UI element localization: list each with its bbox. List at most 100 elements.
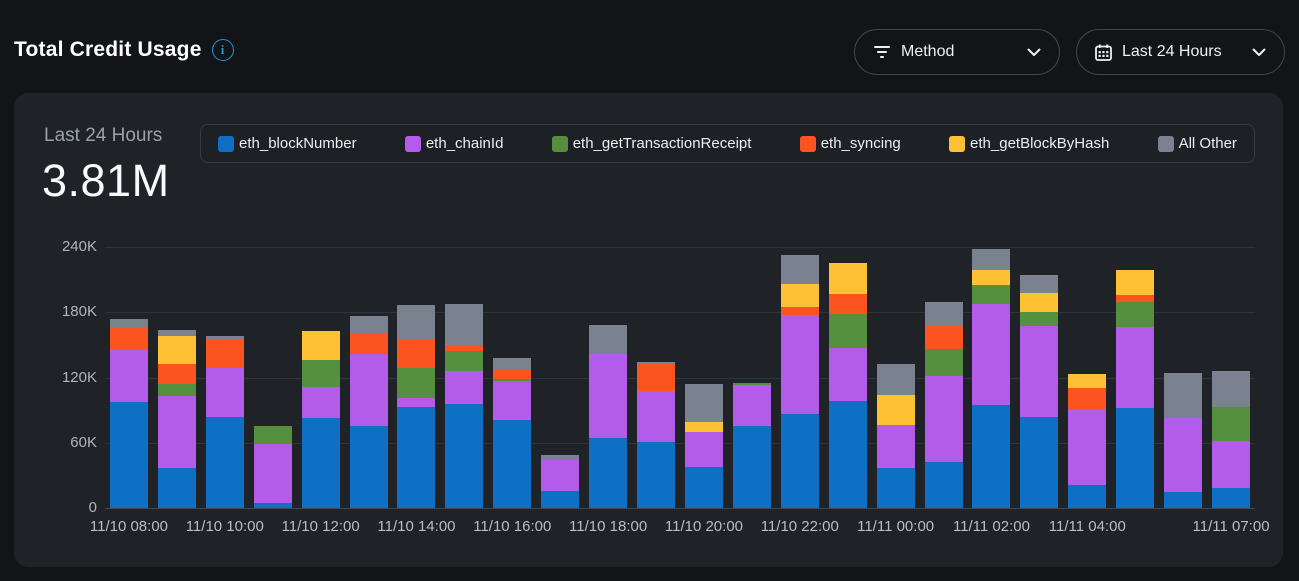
- bar-stack-13[interactable]: [732, 382, 771, 508]
- bar-segment-eth_blocknumber[interactable]: [253, 502, 292, 508]
- bar-segment-eth_chainid[interactable]: [1212, 440, 1251, 489]
- bar-segment-eth_gettransactionreceipt[interactable]: [924, 349, 963, 377]
- bar-segment-eth_blocknumber[interactable]: [876, 467, 915, 508]
- bar-stack-6[interactable]: [397, 304, 436, 508]
- bar-segment-eth_chainid[interactable]: [684, 431, 723, 467]
- bar-segment-eth_chainid[interactable]: [732, 385, 771, 427]
- bar-segment-eth_gettransactionreceipt[interactable]: [732, 382, 771, 386]
- bar-segment-all-other[interactable]: [924, 302, 963, 327]
- bar-segment-all-other[interactable]: [589, 325, 628, 354]
- bar-stack-14[interactable]: [780, 254, 819, 508]
- bar-stack-3[interactable]: [253, 426, 292, 508]
- bar-segment-eth_syncing[interactable]: [445, 345, 484, 352]
- bar-segment-eth_blocknumber[interactable]: [780, 414, 819, 508]
- bar-segment-eth_gettransactionreceipt[interactable]: [972, 285, 1011, 304]
- bar-segment-eth_getblockbyhash[interactable]: [780, 283, 819, 307]
- bar-segment-eth_chainid[interactable]: [301, 387, 340, 418]
- bar-segment-eth_blocknumber[interactable]: [828, 401, 867, 508]
- bar-segment-eth_blocknumber[interactable]: [445, 403, 484, 508]
- method-filter-dropdown[interactable]: Method: [854, 29, 1060, 75]
- bar-segment-eth_blocknumber[interactable]: [1020, 416, 1059, 508]
- bar-segment-all-other[interactable]: [1020, 275, 1059, 293]
- bar-segment-eth_getblockbyhash[interactable]: [684, 422, 723, 432]
- bar-segment-all-other[interactable]: [349, 315, 388, 333]
- bar-segment-eth_gettransactionreceipt[interactable]: [1116, 302, 1155, 328]
- legend-item-eth_chainid[interactable]: eth_chainId: [404, 135, 503, 152]
- bar-segment-eth_chainid[interactable]: [972, 303, 1011, 405]
- bar-segment-all-other[interactable]: [445, 303, 484, 346]
- bar-segment-eth_gettransactionreceipt[interactable]: [397, 367, 436, 399]
- legend-item-eth_gettransactionreceipt[interactable]: eth_getTransactionReceipt: [551, 135, 751, 152]
- bar-segment-eth_chainid[interactable]: [109, 350, 148, 403]
- bar-segment-all-other[interactable]: [1164, 373, 1203, 418]
- bar-segment-eth_blocknumber[interactable]: [1164, 491, 1203, 508]
- bar-segment-eth_blocknumber[interactable]: [589, 438, 628, 508]
- bar-segment-eth_chainid[interactable]: [397, 398, 436, 407]
- info-icon[interactable]: i: [211, 39, 234, 61]
- bar-segment-eth_blocknumber[interactable]: [732, 426, 771, 508]
- bar-segment-eth_syncing[interactable]: [157, 364, 196, 384]
- bar-segment-eth_gettransactionreceipt[interactable]: [828, 314, 867, 349]
- bar-stack-0[interactable]: [109, 318, 148, 508]
- bar-segment-eth_chainid[interactable]: [589, 353, 628, 439]
- bar-segment-eth_blocknumber[interactable]: [684, 466, 723, 508]
- bar-segment-eth_chainid[interactable]: [828, 348, 867, 402]
- bar-segment-eth_chainid[interactable]: [1020, 326, 1059, 417]
- bar-stack-4[interactable]: [301, 330, 340, 508]
- bar-segment-eth_chainid[interactable]: [493, 380, 532, 420]
- bar-stack-2[interactable]: [205, 336, 244, 508]
- bar-segment-eth_getblockbyhash[interactable]: [1116, 269, 1155, 295]
- bar-segment-eth_gettransactionreceipt[interactable]: [301, 360, 340, 388]
- bar-segment-eth_syncing[interactable]: [205, 339, 244, 368]
- bar-segment-all-other[interactable]: [205, 336, 244, 340]
- bar-segment-eth_gettransactionreceipt[interactable]: [493, 378, 532, 381]
- bar-segment-eth_gettransactionreceipt[interactable]: [1212, 406, 1251, 441]
- bar-segment-eth_blocknumber[interactable]: [972, 404, 1011, 508]
- bar-segment-eth_gettransactionreceipt[interactable]: [157, 383, 196, 396]
- bar-segment-eth_syncing[interactable]: [1068, 388, 1107, 410]
- bar-segment-eth_syncing[interactable]: [924, 326, 963, 350]
- bar-segment-eth_blocknumber[interactable]: [493, 419, 532, 508]
- bar-segment-eth_blocknumber[interactable]: [1212, 488, 1251, 508]
- bar-stack-16[interactable]: [876, 364, 915, 508]
- bar-segment-all-other[interactable]: [637, 362, 676, 365]
- legend-item-eth_getblockbyhash[interactable]: eth_getBlockByHash: [949, 135, 1109, 152]
- bar-segment-eth_blocknumber[interactable]: [1116, 407, 1155, 508]
- bar-segment-all-other[interactable]: [397, 304, 436, 340]
- bar-stack-5[interactable]: [349, 315, 388, 508]
- bar-stack-8[interactable]: [493, 357, 532, 508]
- bar-segment-eth_chainid[interactable]: [876, 425, 915, 468]
- bar-segment-eth_blocknumber[interactable]: [157, 467, 196, 508]
- bar-segment-eth_chainid[interactable]: [780, 315, 819, 415]
- bar-segment-eth_chainid[interactable]: [924, 376, 963, 463]
- bar-segment-eth_getblockbyhash[interactable]: [157, 336, 196, 365]
- bar-segment-eth_chainid[interactable]: [349, 353, 388, 427]
- bar-segment-eth_chainid[interactable]: [445, 370, 484, 404]
- bar-segment-eth_getblockbyhash[interactable]: [301, 330, 340, 361]
- bar-segment-all-other[interactable]: [972, 249, 1011, 270]
- bar-segment-eth_getblockbyhash[interactable]: [1020, 292, 1059, 313]
- bar-stack-7[interactable]: [445, 303, 484, 508]
- bar-segment-eth_getblockbyhash[interactable]: [876, 394, 915, 426]
- bar-stack-21[interactable]: [1116, 269, 1155, 508]
- bar-segment-eth_chainid[interactable]: [1116, 327, 1155, 408]
- bar-segment-all-other[interactable]: [157, 329, 196, 337]
- bar-stack-23[interactable]: [1212, 370, 1251, 508]
- bar-segment-eth_gettransactionreceipt[interactable]: [1020, 312, 1059, 327]
- bar-segment-all-other[interactable]: [493, 357, 532, 370]
- bar-stack-11[interactable]: [637, 362, 676, 508]
- bar-segment-eth_blocknumber[interactable]: [924, 462, 963, 508]
- bar-segment-eth_blocknumber[interactable]: [349, 426, 388, 508]
- bar-segment-eth_blocknumber[interactable]: [637, 441, 676, 508]
- legend-item-eth_syncing[interactable]: eth_syncing: [799, 135, 901, 152]
- bar-segment-all-other[interactable]: [541, 454, 580, 461]
- bar-segment-eth_chainid[interactable]: [157, 395, 196, 468]
- bar-segment-eth_getblockbyhash[interactable]: [828, 263, 867, 294]
- bar-segment-eth_syncing[interactable]: [828, 293, 867, 315]
- bar-segment-eth_chainid[interactable]: [637, 390, 676, 442]
- bar-segment-eth_blocknumber[interactable]: [205, 416, 244, 508]
- bar-segment-eth_syncing[interactable]: [493, 369, 532, 379]
- bar-segment-all-other[interactable]: [1212, 370, 1251, 407]
- bar-stack-1[interactable]: [157, 329, 196, 508]
- bar-stack-17[interactable]: [924, 302, 963, 508]
